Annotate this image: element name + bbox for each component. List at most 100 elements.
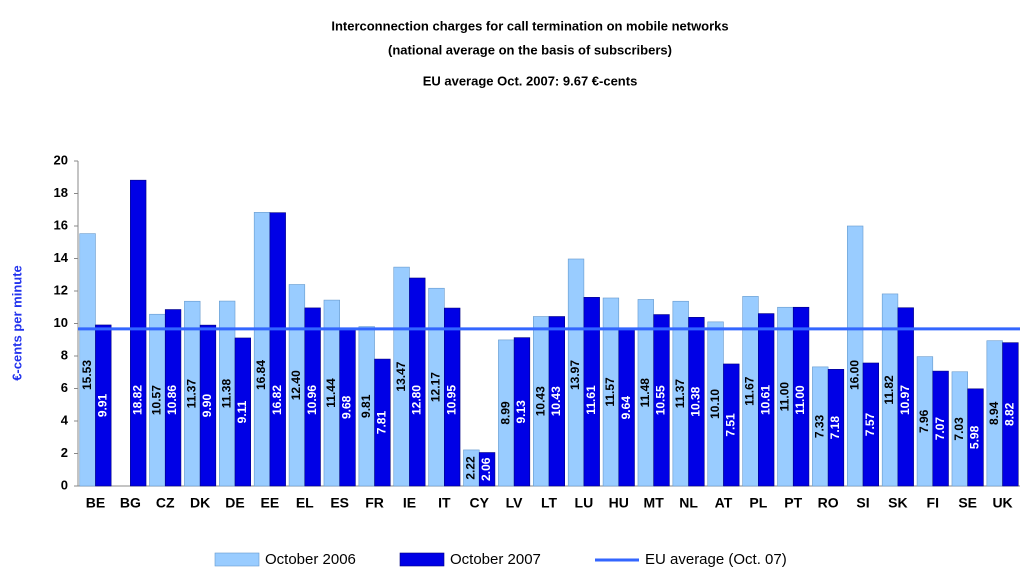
value-label: 12.80 <box>409 385 423 415</box>
x-tick-label: MT <box>644 495 665 511</box>
value-label: 10.86 <box>165 385 179 415</box>
value-label: 12.40 <box>289 370 303 400</box>
x-tick-label: DK <box>190 495 210 511</box>
x-tick-label: CY <box>469 495 489 511</box>
bar <box>548 316 565 487</box>
value-label: 11.00 <box>778 382 792 412</box>
value-label: 10.97 <box>898 385 912 415</box>
legend-label: October 2006 <box>265 551 356 568</box>
bar <box>130 179 147 487</box>
value-label: 9.81 <box>359 394 373 418</box>
value-label: 7.18 <box>828 416 842 440</box>
value-label: 7.51 <box>723 413 737 437</box>
value-label: 2.06 <box>479 457 493 481</box>
bar <box>444 307 461 487</box>
x-tick-label: PL <box>749 495 767 511</box>
value-label: 10.57 <box>150 385 164 415</box>
value-label: 16.84 <box>254 360 268 390</box>
value-label: 2.22 <box>464 456 478 480</box>
x-tick-label: DE <box>225 495 244 511</box>
value-label: 16.00 <box>847 360 861 390</box>
value-label: 8.99 <box>498 401 512 425</box>
x-tick-label: AT <box>715 495 733 511</box>
y-tick-label: 18 <box>54 185 68 200</box>
bar <box>897 307 914 487</box>
y-tick-label: 4 <box>61 412 69 427</box>
y-tick-label: 6 <box>61 380 68 395</box>
value-label: 11.48 <box>638 378 652 408</box>
x-tick-label: SK <box>888 495 907 511</box>
bar <box>583 297 600 487</box>
value-label: 10.43 <box>549 386 563 416</box>
bar <box>792 306 810 487</box>
value-label: 7.33 <box>812 414 826 438</box>
value-label: 11.44 <box>324 378 338 408</box>
value-label: 11.67 <box>743 376 757 406</box>
bar <box>827 369 845 487</box>
x-tick-label: PT <box>784 495 802 511</box>
chart-subtitle: (national average on the basis of subscr… <box>388 42 672 57</box>
value-label: 5.98 <box>968 425 982 449</box>
x-tick-label: SI <box>856 495 869 511</box>
y-axis-label: €-cents per minute <box>9 265 24 381</box>
value-label: 13.47 <box>394 361 408 391</box>
x-tick-label: BE <box>86 495 105 511</box>
bar <box>164 309 182 487</box>
x-tick-label: EE <box>261 495 280 511</box>
value-label: 10.38 <box>689 386 703 416</box>
value-label: 10.55 <box>654 385 668 415</box>
x-tick-label: LT <box>541 495 558 511</box>
value-label: 7.07 <box>933 417 947 441</box>
bar <box>199 324 217 487</box>
value-label: 16.82 <box>270 385 284 415</box>
x-tick-label: FR <box>365 495 384 511</box>
legend-swatch <box>214 552 260 567</box>
value-label: 13.97 <box>568 360 582 390</box>
bar <box>846 225 864 487</box>
value-label: 7.96 <box>917 409 931 433</box>
bar <box>304 307 321 487</box>
value-label: 10.10 <box>708 389 722 419</box>
value-label: 7.81 <box>375 411 389 435</box>
value-label: 9.91 <box>95 393 109 417</box>
bar <box>688 317 705 487</box>
y-tick-label: 8 <box>61 347 68 362</box>
legend-label: October 2007 <box>450 551 541 568</box>
y-tick-label: 12 <box>54 282 68 297</box>
bar <box>513 337 531 487</box>
value-label: 12.17 <box>429 372 443 402</box>
bar <box>932 370 949 487</box>
bar <box>1002 342 1019 487</box>
annotation: EU average Oct. 2007: 9.67 €-cents <box>423 73 638 88</box>
bar <box>723 363 740 487</box>
x-tick-label: IE <box>403 495 416 511</box>
value-label: 8.94 <box>987 401 1001 425</box>
bar <box>478 452 496 487</box>
bar <box>253 212 271 487</box>
value-label: 9.64 <box>619 396 633 420</box>
x-tick-label: CZ <box>156 495 175 511</box>
value-label: 11.61 <box>584 385 598 415</box>
x-tick-label: NL <box>679 495 698 511</box>
y-tick-label: 10 <box>54 315 68 330</box>
bar <box>95 324 112 487</box>
value-label: 10.43 <box>533 386 547 416</box>
bar <box>234 337 251 487</box>
y-tick-label: 16 <box>54 217 68 232</box>
legend-swatch <box>399 552 445 567</box>
x-tick-label: SE <box>958 495 977 511</box>
value-label: 10.61 <box>758 385 772 415</box>
bar <box>269 212 286 487</box>
x-tick-label: BG <box>120 495 141 511</box>
value-label: 10.96 <box>305 385 319 415</box>
x-tick-label: FI <box>927 495 939 511</box>
bar <box>79 233 96 487</box>
y-tick-label: 14 <box>54 250 69 265</box>
x-tick-label: LV <box>506 495 524 511</box>
y-tick-label: 2 <box>61 445 68 460</box>
value-label: 10.95 <box>444 385 458 415</box>
x-tick-label: LU <box>575 495 594 511</box>
x-tick-label: RO <box>818 495 839 511</box>
value-label: 7.03 <box>952 417 966 441</box>
